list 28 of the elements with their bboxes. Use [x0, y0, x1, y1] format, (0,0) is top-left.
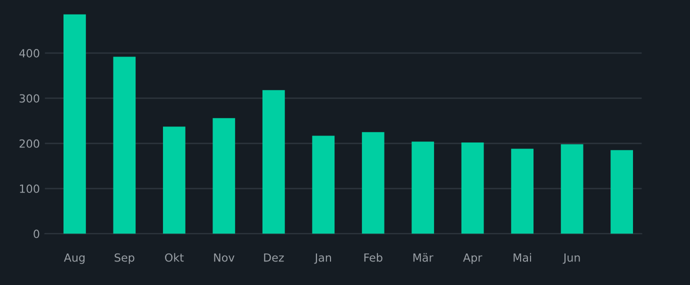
bar	[461, 142, 484, 234]
bar	[113, 56, 136, 234]
bar	[362, 132, 384, 234]
y-tick-label: 100	[20, 184, 40, 193]
bar	[511, 148, 534, 234]
bar	[212, 118, 236, 234]
y-tick-label: 200	[20, 139, 40, 148]
x-tick-label: Mär	[413, 253, 434, 262]
x-tick-label: Okt	[165, 253, 184, 262]
bar	[412, 142, 434, 234]
x-tick-label: Feb	[364, 253, 382, 262]
y-tick-label: 400	[19, 49, 40, 58]
y-tick-label: 0	[34, 230, 40, 238]
bar	[560, 144, 584, 234]
bar	[312, 136, 335, 234]
x-tick-label: Dez	[264, 253, 284, 262]
bar	[610, 150, 633, 234]
bar	[262, 90, 285, 234]
x-tick-label: Jan	[314, 253, 331, 264]
x-tick-label: Jun	[562, 253, 580, 264]
x-tick-label: Apr	[463, 253, 482, 264]
x-tick-label: Mai	[514, 253, 532, 262]
bar	[64, 14, 86, 234]
bar	[162, 126, 186, 234]
x-tick-label: Nov	[214, 253, 234, 262]
y-tick-label: 300	[20, 94, 40, 103]
x-tick-label: Sep	[114, 253, 134, 264]
x-tick-label: Aug	[64, 253, 85, 264]
